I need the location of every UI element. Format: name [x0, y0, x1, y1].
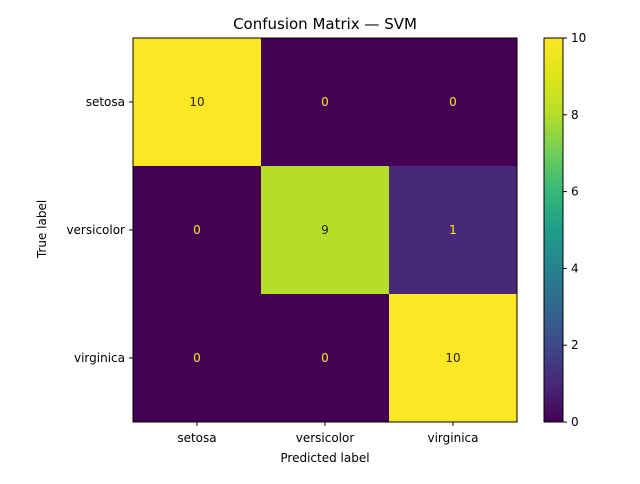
y-axis-label: True label	[35, 200, 49, 259]
x-tick-label-1: versicolor	[296, 431, 355, 445]
colorbar-tick-label-4: 8	[571, 108, 579, 122]
colorbar-tick-label-0: 0	[571, 415, 579, 429]
cell-value-r1-c2: 1	[449, 223, 457, 237]
heatmap-cell-r1-c0	[133, 166, 261, 294]
cell-value-labels: 10 0 00 9 10 0 10	[189, 95, 460, 365]
y-tick-label-2: virginica	[74, 351, 125, 365]
cell-value-r1-c1: 9	[321, 223, 329, 237]
colorbar	[543, 37, 564, 423]
heatmap-cell-r0-c2	[389, 38, 517, 166]
cell-value-r0-c1: 0	[321, 95, 329, 109]
cell-value-r0-c2: 0	[449, 95, 457, 109]
y-axis-ticks: setosa versicolor virginica	[66, 95, 133, 365]
x-axis-ticks: setosa versicolor virginica	[177, 422, 479, 445]
cell-value-r0-c0: 10	[189, 95, 204, 109]
heatmap-cell-r1-c2	[389, 166, 517, 294]
heatmap-cell-r0-c1	[261, 38, 389, 166]
cell-value-r2-c1: 0	[321, 351, 329, 365]
cell-value-r2-c0: 0	[193, 351, 201, 365]
colorbar-tick-label-5: 10	[571, 31, 586, 45]
heatmap-cell-r2-c0	[133, 294, 261, 422]
y-tick-label-1: versicolor	[66, 223, 125, 237]
colorbar-tick-label-3: 6	[571, 185, 579, 199]
heatmap-cell-r2-c2	[389, 294, 517, 422]
colorbar-tick-label-1: 2	[571, 338, 579, 352]
x-tick-label-2: virginica	[428, 431, 479, 445]
heatmap-cell-r0-c0	[133, 38, 261, 166]
cell-value-r2-c2: 10	[445, 351, 460, 365]
y-tick-label-0: setosa	[86, 95, 125, 109]
heatmap-cell-r2-c1	[261, 294, 389, 422]
x-axis-label: Predicted label	[280, 451, 369, 465]
cell-value-r1-c0: 0	[193, 223, 201, 237]
chart-title: Confusion Matrix — SVM	[233, 15, 417, 33]
colorbar-tick-label-2: 4	[571, 261, 579, 275]
heatmap-cell-r1-c1	[261, 166, 389, 294]
x-tick-label-0: setosa	[177, 431, 216, 445]
colorbar-ticks: 0 2 4 6 8 10	[563, 31, 586, 429]
heatmap-cells	[132, 37, 518, 423]
